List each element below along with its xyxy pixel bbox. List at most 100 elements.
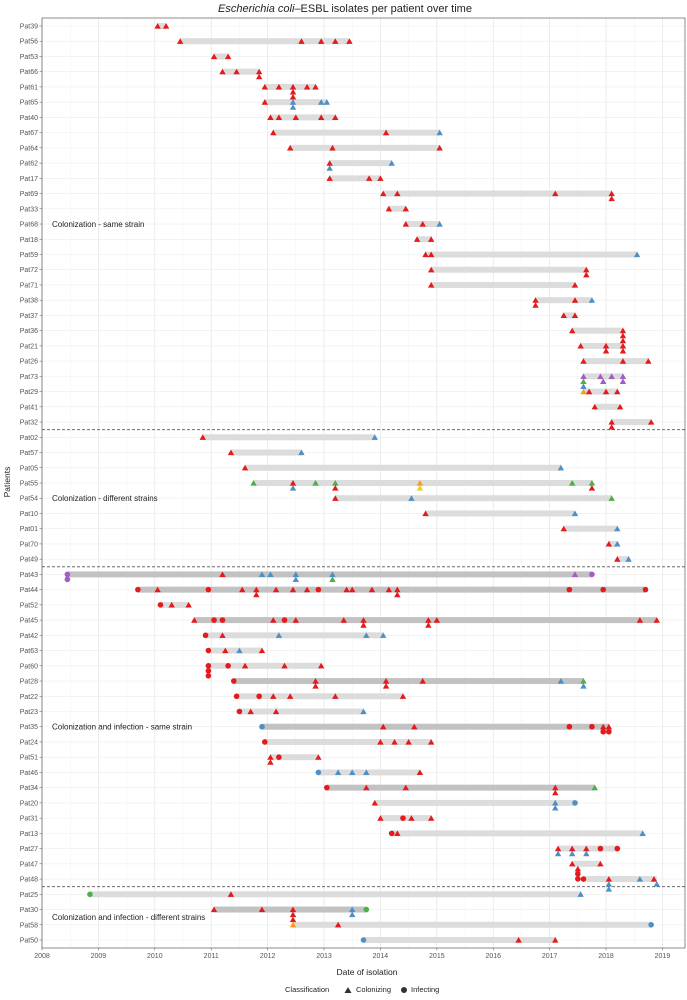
colonizing-isolate-pat65 (317, 99, 325, 105)
colonizing-isolate-pat58 (334, 921, 342, 928)
infecting-isolate-pat45 (281, 617, 288, 623)
y-tick-label: Pat48 (20, 877, 38, 884)
colonizing-isolate-pat73 (608, 373, 615, 379)
patient-bar-pat45 (194, 617, 657, 624)
patient-bar-pat32 (611, 419, 652, 426)
x-tick-label: 2009 (91, 953, 107, 960)
colonizing-isolate-pat46 (416, 769, 424, 776)
patient-bar-pat69 (383, 190, 612, 197)
colonizing-isolate-pat23 (247, 708, 254, 715)
colonizing-isolate-pat44 (239, 586, 246, 593)
colonizing-isolate-pat70 (614, 540, 621, 547)
colonizing-isolate-pat43 (571, 571, 579, 577)
x-tick-label: 2016 (485, 953, 501, 960)
y-tick-label: Pat56 (20, 39, 38, 46)
y-tick-label: Pat44 (20, 587, 38, 594)
colonizing-isolate-pat55 (312, 480, 319, 486)
colonizing-isolate-pat44 (303, 586, 311, 593)
colonizing-isolate-pat44 (343, 586, 350, 593)
legend-colonizing-label: Colonizing (356, 985, 391, 994)
colonizing-isolate-pat66 (219, 68, 226, 75)
infecting-isolate-pat44 (600, 586, 607, 593)
colonizing-isolate-pat30 (349, 911, 356, 918)
y-tick-label: Pat37 (20, 313, 38, 320)
y-tick-label: Pat34 (20, 785, 38, 792)
patient-bar-pat40 (270, 114, 336, 121)
colonizing-isolate-pat63 (258, 647, 266, 654)
infecting-isolate-pat60 (205, 673, 212, 679)
patient-bar-pat37 (563, 312, 576, 319)
infecting-isolate-pat47 (575, 876, 581, 882)
y-tick-label: Pat10 (20, 511, 38, 518)
y-tick-label: Pat55 (20, 481, 38, 488)
colonizing-isolate-pat23 (360, 708, 367, 715)
colonizing-isolate-pat61 (303, 83, 311, 90)
x-tick-label: 2012 (260, 953, 276, 960)
infecting-isolate-pat27 (597, 845, 604, 852)
colonizing-isolate-pat50 (515, 937, 522, 943)
patient-bar-pat57 (230, 449, 302, 456)
infecting-isolate-pat35 (600, 728, 607, 735)
colonizing-isolate-pat34 (552, 789, 559, 796)
colonizing-isolate-pat18 (413, 236, 421, 242)
colonizing-isolate-pat54 (608, 495, 615, 501)
colonizing-isolate-pat25 (577, 891, 584, 897)
colonizing-isolate-pat24 (427, 738, 435, 745)
patient-bar-pat53 (214, 53, 229, 60)
infecting-isolate-pat22 (233, 693, 240, 700)
y-tick-label: Pat23 (20, 709, 38, 716)
colonizing-isolate-pat54 (408, 495, 415, 501)
patient-bar-pat02 (202, 434, 375, 441)
x-tick-label: 2018 (598, 953, 614, 960)
colonizing-isolate-pat38 (571, 297, 579, 303)
colonizing-isolate-pat65 (261, 99, 268, 105)
colonizing-isolate-pat36 (568, 327, 576, 334)
colonizing-isolate-pat61 (289, 88, 297, 95)
colonizing-isolate-pat72 (583, 266, 590, 273)
colonizing-isolate-pat48 (605, 881, 613, 887)
patient-bar-pat20 (374, 799, 576, 806)
infecting-isolate-pat22 (256, 693, 262, 700)
colonizing-isolate-pat22 (270, 693, 277, 699)
panel-border (41, 17, 686, 949)
colonizing-isolate-pat55 (332, 480, 339, 486)
infecting-isolate-pat35 (606, 728, 612, 735)
patient-bar-pat13 (391, 830, 643, 837)
colonizing-isolate-pat49 (614, 556, 621, 562)
colonizing-isolate-pat29 (602, 388, 610, 395)
infecting-isolate-pat52 (157, 602, 164, 608)
colonizing-isolate-pat45 (425, 617, 432, 623)
y-tick-label: Pat73 (20, 374, 38, 381)
colonizing-isolate-pat72 (427, 266, 435, 273)
colonizing-isolate-pat68 (436, 221, 443, 227)
infecting-isolate-pat45 (219, 617, 226, 623)
patient-bar-pat58 (292, 921, 652, 928)
patient-bar-pat60 (208, 662, 322, 669)
colonizing-isolate-pat17 (377, 175, 384, 181)
colonizing-isolate-pat46 (363, 769, 370, 776)
x-tick-label: 2017 (542, 953, 558, 960)
colonizing-isolate-pat46 (349, 769, 356, 776)
colonizing-isolate-pat47 (597, 860, 604, 867)
colonizing-isolate-pat30 (349, 906, 356, 913)
colonizing-isolate-pat40 (317, 114, 325, 120)
colonizing-isolate-pat51 (267, 759, 274, 765)
colonizing-isolate-pat37 (560, 312, 567, 319)
colonizing-isolate-pat43 (329, 576, 336, 582)
colonizing-isolate-pat65 (289, 104, 297, 110)
colonizing-isolate-pat73 (619, 378, 627, 384)
colonizing-isolate-pat48 (605, 876, 613, 882)
colonizing-isolate-pat45 (270, 617, 277, 623)
infecting-isolate-pat44 (642, 586, 649, 593)
patient-bar-pat67 (273, 129, 440, 136)
patient-bar-pat71 (431, 281, 576, 288)
colonizing-isolate-pat28 (580, 683, 587, 689)
colonizing-isolate-pat48 (636, 876, 644, 882)
colonizing-isolate-pat67 (382, 129, 390, 136)
colonizing-isolate-pat28 (312, 683, 319, 689)
colonizing-isolate-pat18 (427, 236, 435, 242)
infecting-isolate-pat43 (64, 576, 71, 583)
colonizing-isolate-pat21 (619, 347, 627, 354)
patient-bar-pat61 (264, 83, 316, 90)
colonizing-isolate-pat34 (552, 784, 559, 791)
